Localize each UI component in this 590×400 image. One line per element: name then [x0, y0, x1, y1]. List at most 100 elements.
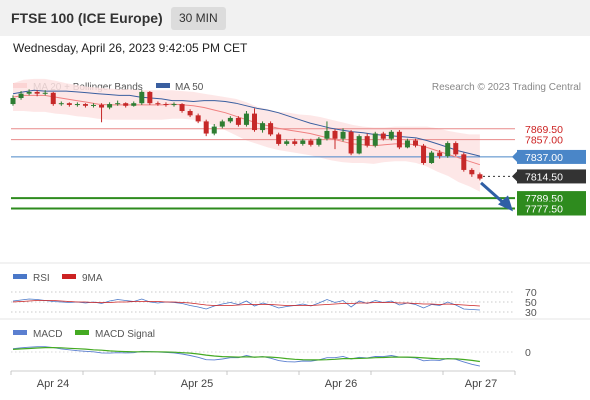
candle-body: [219, 121, 225, 127]
candle-body: [42, 92, 48, 94]
candle-body: [380, 133, 386, 139]
candle-body: [268, 123, 274, 135]
macd-signal-legend-swatch: [75, 330, 89, 335]
rsi-tick-label: 70: [525, 287, 537, 299]
candle-body: [139, 91, 145, 104]
level-tag-pointer-2: [512, 151, 517, 162]
candle-body: [372, 133, 378, 146]
candle-body: [50, 92, 56, 105]
candle-body: [195, 115, 201, 122]
candle-body: [421, 145, 427, 163]
instrument-title: FTSE 100 (ICE Europe): [11, 10, 163, 26]
candle-body: [187, 111, 193, 116]
candle-body: [123, 103, 129, 106]
candle-body: [227, 117, 233, 122]
level-label-current-3: 7814.50: [525, 171, 563, 183]
candle-body: [284, 141, 290, 144]
macd-signal-line: [12, 347, 480, 363]
candle-body: [364, 136, 370, 146]
candle-body: [58, 103, 64, 105]
source-credit: Research © 2023 Trading Central: [432, 82, 581, 93]
candle-body: [469, 169, 475, 175]
level-tag-current-3: [517, 169, 586, 184]
macd-legend: MACD MACD Signal: [13, 329, 155, 340]
candle-body: [10, 98, 16, 105]
candle-body: [332, 130, 338, 139]
candle-body: [404, 140, 410, 148]
candle-body: [147, 91, 153, 104]
candle-body: [429, 152, 435, 163]
rsi-legend: RSI 9MA: [13, 273, 103, 284]
forecast-arrow-shaft: [480, 181, 504, 204]
datetime-label: Wednesday, April 26, 2023 9:42:05 PM CET: [13, 41, 248, 55]
candle-body: [348, 131, 354, 154]
x-tick-label: Apr 24: [37, 378, 69, 390]
level-label-pivot-2: 7837.00: [525, 152, 563, 164]
candle-body: [115, 103, 121, 105]
candle-body: [18, 93, 24, 98]
candle-body: [235, 117, 241, 125]
macd-legend-swatch: [13, 330, 27, 335]
level-label-support-5: 7777.50: [525, 204, 563, 216]
macd-tick-label: 0: [525, 347, 531, 359]
x-tick-label: Apr 26: [325, 378, 357, 390]
candle-body: [243, 113, 249, 125]
rsi-ma-legend-label: 9MA: [82, 273, 103, 284]
candle-body: [66, 103, 72, 105]
candle-body: [171, 104, 177, 106]
candle-body: [396, 131, 402, 148]
forecast-arrow-head: [498, 195, 513, 212]
level-tag-support-5: [517, 201, 586, 216]
candle-body: [34, 91, 40, 94]
rsi-tick-label: 50: [525, 297, 537, 309]
level-label-resistance-0: 7869.50: [525, 124, 563, 136]
level-tag-pivot-2: [517, 149, 586, 164]
candle-body: [163, 104, 169, 106]
candle-body: [276, 134, 282, 144]
price-plot: 7869.507857.007837.007814.507789.507777.…: [10, 78, 586, 216]
candle-body: [82, 104, 88, 106]
rsi-legend-label: RSI: [33, 273, 50, 284]
candle-body: [252, 113, 257, 131]
candle-body: [179, 104, 185, 111]
level-tag-pointer-3: [512, 171, 517, 182]
candle-body: [203, 121, 209, 134]
rsi-ma-legend-swatch: [62, 274, 76, 279]
ma50-legend-label: MA 50: [175, 82, 204, 93]
x-axis: Apr 24 Apr 25 Apr 26 Apr 27: [10, 370, 516, 390]
candle-body: [445, 143, 451, 157]
candle-body: [300, 140, 306, 144]
rsi-tick-label: 30: [525, 307, 537, 319]
candle-body: [91, 104, 96, 106]
candle-body: [292, 141, 298, 144]
candle-body: [211, 126, 217, 134]
x-tick-label: Apr 25: [181, 378, 213, 390]
candle-body: [477, 174, 483, 179]
macd-signal-legend-label: MACD Signal: [95, 329, 155, 340]
candle-body: [461, 154, 467, 170]
candle-body: [99, 104, 105, 108]
macd-legend-label: MACD: [33, 329, 62, 340]
candle-body: [356, 136, 362, 154]
header-bar: FTSE 100 (ICE Europe) 30 MIN: [0, 0, 590, 36]
candle-body: [260, 123, 266, 131]
level-label-resistance-1: 7857.00: [525, 135, 563, 147]
candle-body: [308, 140, 314, 145]
candle-body: [413, 140, 418, 146]
interval-badge[interactable]: 30 MIN: [171, 7, 226, 30]
candle-body: [131, 103, 137, 106]
bollinger-band: [13, 78, 480, 192]
candle-body: [453, 143, 459, 155]
candle-body: [437, 152, 443, 157]
candle-body: [26, 91, 32, 94]
candle-body: [155, 103, 161, 105]
macd-plot: 0: [11, 346, 531, 367]
candle-body: [74, 104, 80, 106]
candle-body: [388, 131, 394, 139]
ma50-line: [12, 89, 481, 157]
x-tick-label: Apr 27: [465, 378, 497, 390]
ma50-legend-swatch: [156, 83, 170, 88]
